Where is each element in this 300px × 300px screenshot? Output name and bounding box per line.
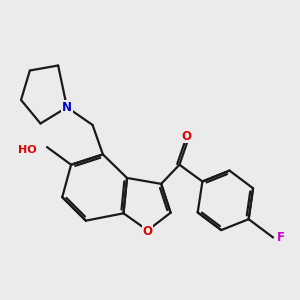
- Text: F: F: [276, 231, 284, 244]
- Text: O: O: [182, 130, 192, 143]
- Text: HO: HO: [18, 145, 37, 155]
- Text: N: N: [62, 101, 72, 114]
- Text: O: O: [142, 225, 153, 239]
